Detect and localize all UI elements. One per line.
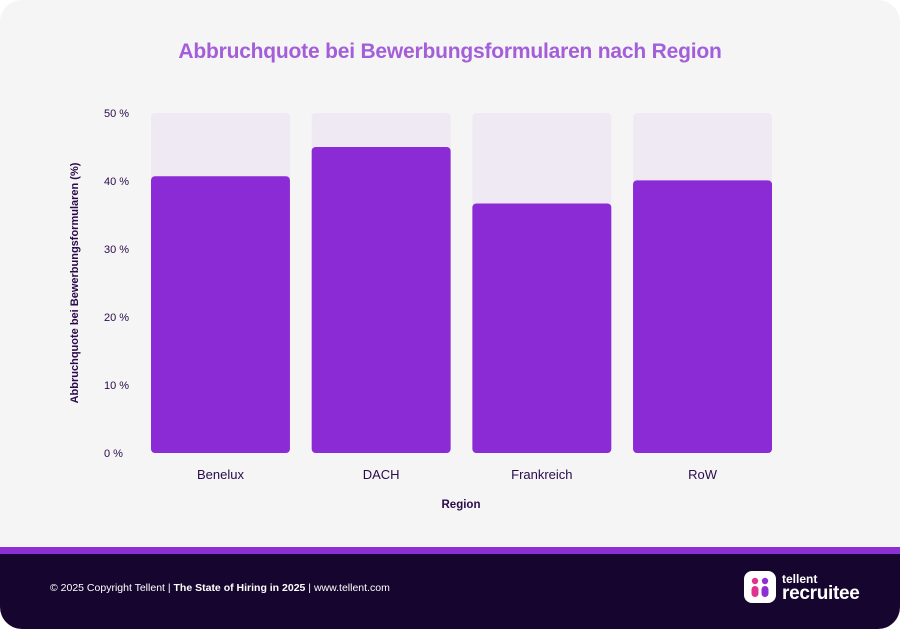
footer-copyright: © 2025 Copyright Tellent |: [50, 582, 174, 594]
chart-title: Abbruchquote bei Bewerbungsformularen na…: [178, 40, 722, 63]
logo-brand-text: tellent: [782, 572, 818, 586]
recruitee-logo-icon: [744, 571, 776, 603]
y-tick-label: 50 %: [104, 108, 129, 120]
footer-report-title: The State of Hiring in 2025: [173, 582, 306, 594]
bar: [633, 180, 772, 453]
y-tick-label: 20 %: [104, 312, 129, 324]
y-tick-label: 40 %: [104, 176, 129, 188]
x-tick-label: Frankreich: [511, 467, 572, 482]
footer-stripe: [0, 547, 900, 554]
x-tick-label: DACH: [363, 467, 400, 482]
bar: [472, 203, 612, 453]
y-tick-label: 30 %: [104, 244, 129, 256]
bar-chart: 0 % 10 % 20 % 30 % 40 % 50 % Benelux DACH Frankr…: [69, 108, 772, 511]
x-axis-label: Region: [442, 499, 481, 511]
x-tick-label: Benelux: [197, 467, 244, 482]
footer-text: © 2025 Copyright Tellent | The State of …: [50, 582, 390, 594]
footer: © 2025 Copyright Tellent | The State of …: [0, 554, 900, 629]
x-tick-label: RoW: [688, 467, 718, 482]
bar: [151, 176, 290, 454]
footer-url: | www.tellent.com: [305, 582, 390, 594]
y-tick-label: 0 %: [104, 448, 123, 460]
logo-product-text: recruitee: [782, 583, 860, 604]
bar: [311, 147, 451, 453]
y-tick-label: 10 %: [104, 380, 129, 392]
y-axis-label: Abbruchquote bei Bewerbungsformularen (%…: [69, 162, 81, 403]
